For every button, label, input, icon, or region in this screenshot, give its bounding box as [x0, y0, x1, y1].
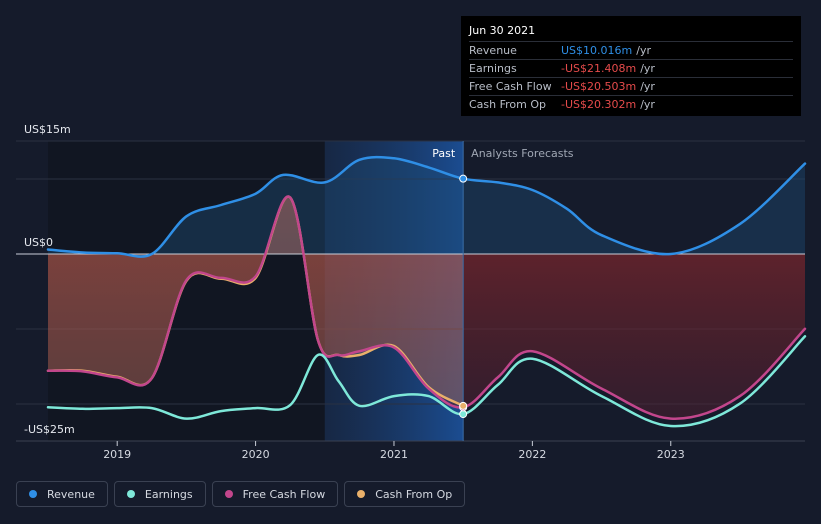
legend-dot-icon	[224, 490, 233, 498]
cash-from-op-marker	[459, 401, 468, 410]
tooltip-row: Free Cash Flow -US$20.503m/yr	[469, 77, 793, 95]
free-cash-flow-line	[46, 195, 807, 420]
revenue-area	[48, 157, 805, 257]
forecast-label: Analysts Forecasts	[471, 147, 574, 160]
legend-label: Revenue	[47, 487, 95, 501]
past-label: Past	[432, 147, 456, 160]
revenue-marker	[459, 174, 468, 183]
x-tick-label: 2019	[103, 448, 131, 461]
tooltip-label: Cash From Op	[469, 98, 547, 111]
y-label-zero: US$0	[24, 236, 54, 249]
tooltip-unit: /yr	[640, 98, 655, 111]
earnings-marker	[459, 410, 468, 419]
tooltip-value: -US$21.408m	[561, 62, 637, 75]
legend-dot-icon	[357, 490, 366, 498]
x-tick-label: 2021	[380, 448, 408, 461]
tooltip-value: -US$20.503m	[561, 80, 637, 93]
legend-cash-from-op[interactable]: Cash From Op	[344, 481, 466, 507]
tooltip-unit: /yr	[640, 80, 655, 93]
tooltip-unit: /yr	[636, 44, 651, 57]
legend-dot-icon	[126, 490, 135, 498]
loss-area	[48, 196, 805, 419]
tooltip-value: US$10.016m	[561, 44, 633, 57]
earnings-line	[46, 335, 807, 428]
legend-free-cash-flow[interactable]: Free Cash Flow	[211, 481, 339, 507]
x-tick-label: 2020	[242, 448, 270, 461]
tooltip-row: Earnings -US$21.408m/yr	[469, 59, 793, 77]
tooltip-value: -US$20.302m	[561, 98, 637, 111]
tooltip-row: Revenue US$10.016m/yr	[469, 41, 793, 59]
legend-dot-icon	[29, 490, 37, 498]
legend-label: Cash From Op	[375, 487, 453, 501]
tooltip-label: Revenue	[469, 44, 517, 57]
revenue-line	[46, 155, 807, 258]
legend-earnings[interactable]: Earnings	[113, 481, 206, 507]
legend-revenue[interactable]: Revenue	[16, 481, 108, 507]
y-label-bottom: -US$25m	[24, 423, 75, 436]
legend-label: Free Cash Flow	[242, 487, 326, 501]
x-tick-label: 2023	[657, 448, 685, 461]
x-tick-label: 2022	[518, 448, 546, 461]
tooltip-row: Cash From Op -US$20.302m/yr	[469, 95, 793, 113]
legend-label: Earnings	[144, 487, 193, 501]
y-label-top: US$15m	[24, 123, 71, 136]
tooltip: Jun 30 2021 Revenue US$10.016m/yr Earnings…	[461, 16, 801, 116]
tooltip-label: Free Cash Flow	[469, 80, 552, 93]
tooltip-unit: /yr	[640, 62, 655, 75]
cash-from-op-area	[48, 196, 464, 406]
legend: Revenue Earnings Free Cash Flow Cash From O…	[16, 481, 466, 507]
tooltip-label: Earnings	[469, 62, 517, 75]
tooltip-date: Jun 30 2021	[469, 24, 536, 37]
